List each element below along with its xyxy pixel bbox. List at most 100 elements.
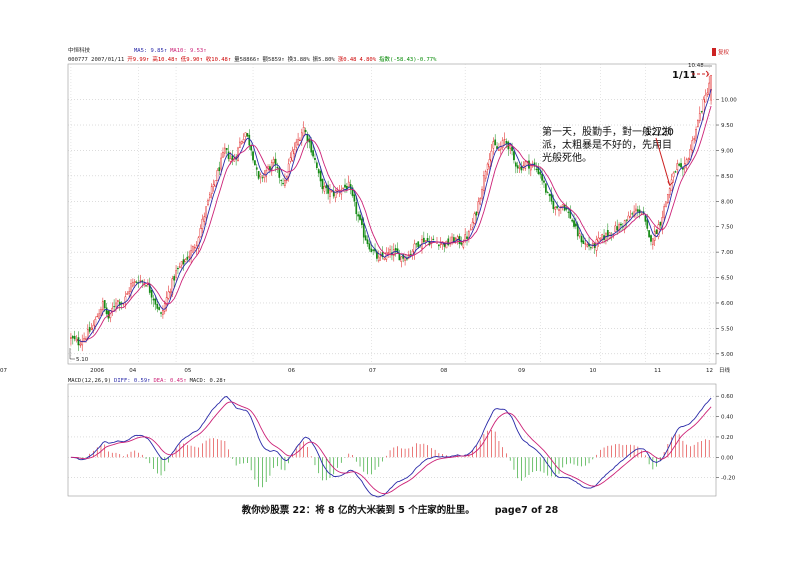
candle-body xyxy=(695,129,697,142)
candle-body xyxy=(629,216,632,218)
candle-body xyxy=(203,216,206,222)
candle-body xyxy=(148,284,151,293)
candle-body xyxy=(122,303,125,305)
price-tick-label: 6.50 xyxy=(721,276,734,282)
candle-body xyxy=(513,151,515,161)
candle-body xyxy=(560,205,562,208)
candle-body xyxy=(98,313,100,319)
candle-body xyxy=(381,252,384,258)
macd-tick-label: 0.40 xyxy=(721,415,734,421)
dea-line xyxy=(70,401,712,495)
candle-body xyxy=(627,215,630,222)
footer-page-number: page7 of 28 xyxy=(494,505,559,516)
legend-item: ↑ xyxy=(183,378,186,384)
price-y-axis: 10.00 9.50 9.00 8.50 8.00 7.50 7.00 6.50 6.00 5.5… xyxy=(716,98,737,358)
candle-body xyxy=(254,160,256,166)
candle-body xyxy=(331,190,333,192)
candle-body xyxy=(509,143,512,149)
candle-body xyxy=(297,139,299,146)
candle-body xyxy=(278,167,281,178)
candle-body xyxy=(70,337,72,339)
candle-body xyxy=(257,171,260,179)
candle-body xyxy=(173,276,176,281)
legend-item: 指数(-58.43)-0.77% xyxy=(379,55,437,63)
candle-body xyxy=(117,300,119,302)
candle-body xyxy=(227,151,230,159)
candle-body xyxy=(370,248,373,253)
candle-body xyxy=(265,170,268,177)
candle-body xyxy=(295,141,298,148)
candle-body xyxy=(665,201,667,207)
candle-body xyxy=(274,158,277,165)
candle-body xyxy=(167,291,170,299)
candle-body xyxy=(483,175,485,191)
candle-body xyxy=(631,213,634,215)
candle-body xyxy=(614,225,617,232)
candle-body xyxy=(310,140,313,153)
annotation-mark: 1/11 xyxy=(672,70,697,81)
ma-legend: MA5: 9.85↑ MA10: 9.53↑ xyxy=(134,48,207,54)
legend-item: ↑ xyxy=(281,57,284,63)
candle-body xyxy=(133,281,136,283)
candle-body xyxy=(606,230,609,237)
candle-body xyxy=(591,243,594,246)
candle-body xyxy=(270,162,273,171)
candle-body xyxy=(407,254,410,259)
candle-body xyxy=(473,213,476,224)
candle-body xyxy=(90,327,93,330)
candle-body xyxy=(201,218,204,230)
candle-body xyxy=(182,259,185,265)
candle-body xyxy=(184,259,187,262)
candle-body xyxy=(220,157,222,170)
candle-body xyxy=(325,185,328,189)
candle-body xyxy=(481,188,483,199)
candle-body xyxy=(432,238,435,241)
candle-body xyxy=(659,221,662,226)
candle-body xyxy=(650,235,652,242)
candle-body xyxy=(409,253,412,255)
candle-body xyxy=(210,186,213,194)
candle-body xyxy=(554,207,557,210)
x-tick-label: 07 xyxy=(369,368,376,374)
candle-body xyxy=(180,261,183,266)
ma10-line xyxy=(87,105,712,340)
candle-body xyxy=(293,149,296,155)
candle-body xyxy=(454,238,457,241)
candle-body xyxy=(231,155,234,160)
legend-item: 低9.90 xyxy=(181,55,200,63)
candle-body xyxy=(246,133,249,137)
candle-body xyxy=(625,219,628,221)
candle-body xyxy=(100,309,102,316)
candle-body xyxy=(175,270,177,278)
candle-body xyxy=(299,139,301,141)
candle-body xyxy=(336,190,339,192)
candle-body xyxy=(252,151,254,161)
candle-body xyxy=(479,198,482,205)
candle-body xyxy=(199,228,202,238)
candle-body xyxy=(263,173,266,178)
x-tick-label: 12 xyxy=(706,368,713,374)
quote-info-line: 000777 2007/01/11 开9.99↑ 高10.48↑ 低9.90↑ 收10.… xyxy=(68,55,437,63)
candlestick-series xyxy=(70,74,712,352)
candle-body xyxy=(618,224,620,232)
candle-body xyxy=(501,140,504,148)
candle-body xyxy=(160,312,162,314)
candle-body xyxy=(505,141,508,144)
macd-histogram xyxy=(74,429,710,488)
candle-body xyxy=(680,163,682,168)
candle-body xyxy=(329,190,331,197)
candle-body xyxy=(633,211,635,217)
candle-body xyxy=(145,285,147,287)
candle-body xyxy=(558,209,560,211)
candle-body xyxy=(424,240,427,242)
candle-body xyxy=(103,300,106,309)
annotation-mark-arrow xyxy=(692,70,710,78)
candle-body xyxy=(514,162,517,167)
legend-item: 量58866 xyxy=(234,56,256,63)
candle-body xyxy=(552,200,555,210)
candle-body xyxy=(75,339,78,342)
legend-item: ↑ xyxy=(147,378,150,384)
legend-item: 额5859 xyxy=(263,55,282,63)
high-price-label: 10.48 xyxy=(688,63,704,69)
candle-body xyxy=(165,297,168,305)
